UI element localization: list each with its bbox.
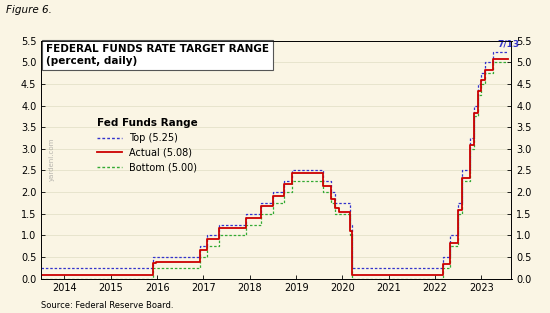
Text: yardeni.com: yardeni.com [48, 138, 54, 181]
Text: 7/13: 7/13 [498, 39, 520, 48]
Text: Source: Federal Reserve Board.: Source: Federal Reserve Board. [41, 301, 174, 310]
Text: FEDERAL FUNDS RATE TARGET RANGE
(percent, daily): FEDERAL FUNDS RATE TARGET RANGE (percent… [46, 44, 269, 66]
Legend: Top (5.25), Actual (5.08), Bottom (5.00): Top (5.25), Actual (5.08), Bottom (5.00) [93, 114, 202, 177]
Text: Figure 6.: Figure 6. [6, 5, 51, 15]
